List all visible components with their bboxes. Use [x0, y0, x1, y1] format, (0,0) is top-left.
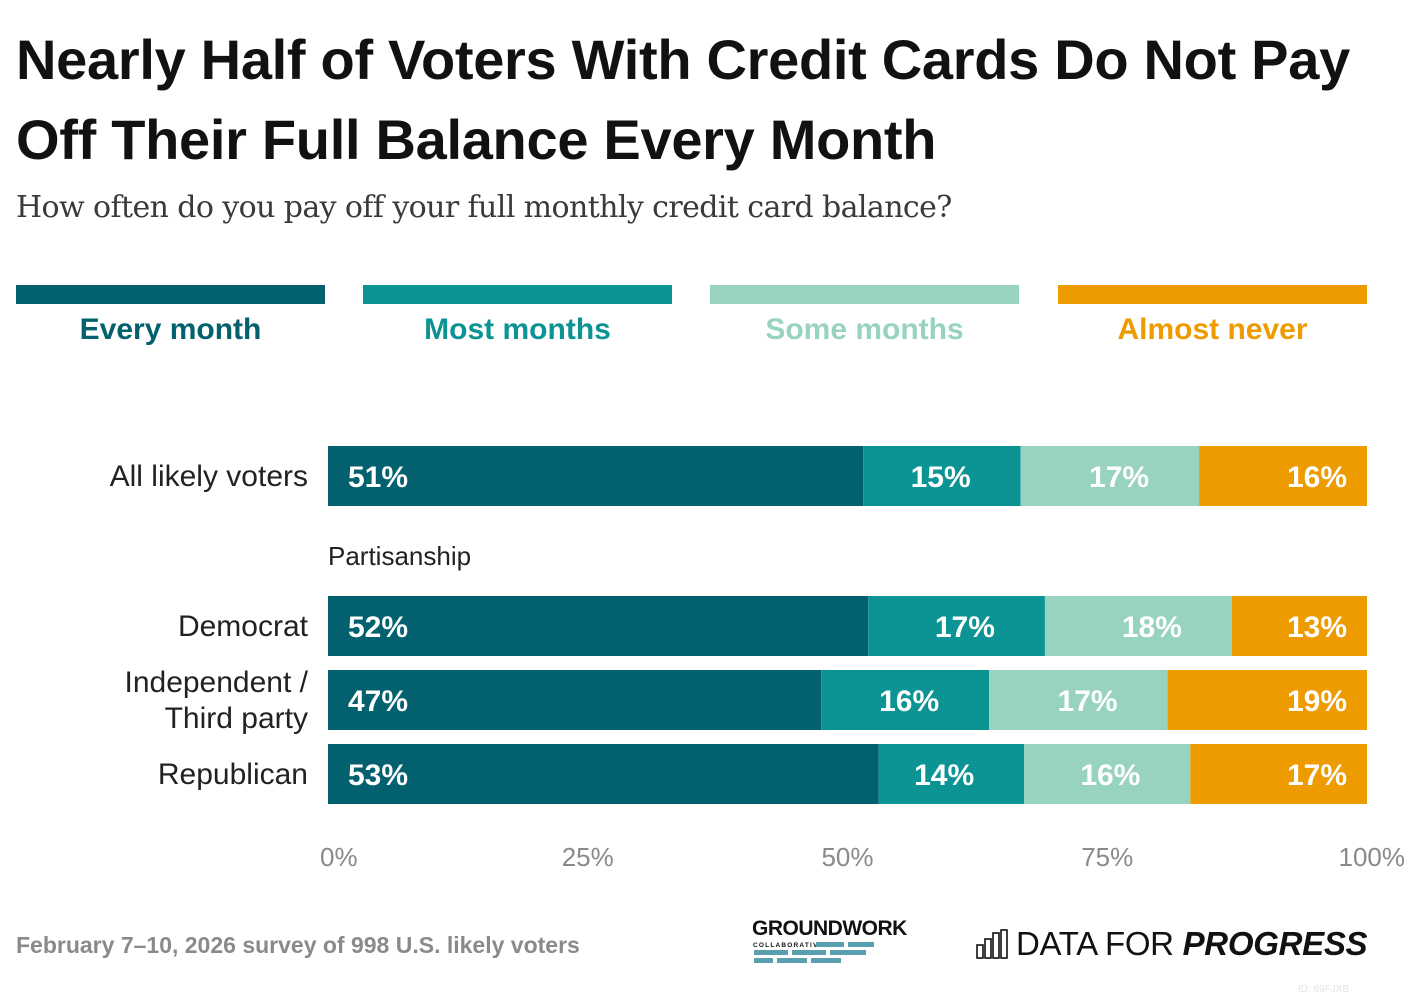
category-label-democrat: Democrat — [178, 610, 309, 643]
data-label-republican-some-months: 16% — [1080, 759, 1140, 792]
bar-segment-independent-third-party-every-month — [328, 670, 822, 730]
legend-item-almost-never: Almost never — [1058, 285, 1367, 347]
bar-segment-democrat-almost-never — [1231, 596, 1367, 656]
category-label-independent-third-party: Independent / Third party — [124, 666, 308, 735]
data-label-all-likely-voters-some-months: 17% — [1089, 461, 1149, 494]
x-tick-label: 50% — [821, 842, 873, 872]
category-label-all-likely-voters: All likely voters — [110, 460, 308, 493]
bar-segment-republican-some-months — [1024, 744, 1191, 804]
group-label-partisanship: Partisanship — [328, 541, 471, 571]
legend-item-every-month: Every month — [16, 285, 325, 347]
data-label-republican-almost-never: 17% — [1287, 759, 1347, 792]
data-label-all-likely-voters-every-month: 51% — [348, 461, 408, 494]
legend-swatch-most-months — [363, 285, 672, 304]
legend-swatch-almost-never — [1058, 285, 1367, 304]
data-label-democrat-most-months: 17% — [935, 611, 995, 644]
legend-label-most-months: Most months — [424, 313, 611, 346]
x-tick-label: 100% — [1339, 842, 1406, 872]
x-tick-label: 25% — [562, 842, 614, 872]
groundwork-logo: GROUNDWORK COLLABORATIVE — [752, 918, 927, 968]
bar-chart-logo-icon — [976, 929, 1008, 959]
chart-subtitle: How often do you pay off your full month… — [16, 190, 952, 225]
survey-note: February 7–10, 2026 survey of 998 U.S. l… — [16, 932, 580, 958]
bar-segment-independent-third-party-some-months — [989, 670, 1168, 730]
legend-item-most-months: Most months — [363, 285, 672, 347]
data-label-democrat-every-month: 52% — [348, 611, 408, 644]
data-label-republican-every-month: 53% — [348, 759, 408, 792]
legend-label-some-months: Some months — [765, 313, 964, 346]
bar-segment-democrat-most-months — [868, 596, 1045, 656]
bar-segment-republican-almost-never — [1190, 744, 1367, 804]
legend-item-some-months: Some months — [710, 285, 1019, 347]
legend-swatch-some-months — [710, 285, 1019, 304]
bar-segment-republican-every-month — [328, 744, 879, 804]
dfp-bold: PROGRESS — [1182, 925, 1368, 962]
bar-segment-democrat-every-month — [328, 596, 869, 656]
bar-segment-all-likely-voters-almost-never — [1199, 446, 1367, 506]
data-label-all-likely-voters-almost-never: 16% — [1287, 461, 1347, 494]
data-label-independent-third-party-almost-never: 19% — [1287, 685, 1347, 718]
data-label-independent-third-party-most-months: 16% — [879, 685, 939, 718]
groundwork-logo-text: GROUNDWORK — [752, 917, 907, 940]
chart-title: Nearly Half of Voters With Credit Cards … — [16, 28, 1350, 171]
data-label-democrat-almost-never: 13% — [1287, 611, 1347, 644]
groundwork-logo-sub: COLLABORATIVE — [753, 942, 824, 949]
legend-label-almost-never: Almost never — [1117, 313, 1308, 346]
data-label-independent-third-party-every-month: 47% — [348, 685, 408, 718]
chart-id-tag: ID: 69FJXB — [1298, 984, 1350, 995]
data-label-democrat-some-months: 18% — [1122, 611, 1182, 644]
groundwork-brick-icon: COLLABORATIVE — [753, 942, 874, 963]
bar-segment-democrat-some-months — [1044, 596, 1232, 656]
data-for-progress-logo: DATA FOR PROGRESS — [976, 924, 1368, 964]
legend: Every month Most months Some months Almo… — [16, 285, 1367, 355]
bar-segment-all-likely-voters-some-months — [1020, 446, 1200, 506]
bar-segment-republican-most-months — [878, 744, 1025, 804]
legend-swatch-every-month — [16, 285, 325, 304]
bar-segment-independent-third-party-most-months — [821, 670, 990, 730]
bar-segment-all-likely-voters-every-month — [328, 446, 864, 506]
legend-label-every-month: Every month — [79, 313, 262, 346]
category-label-republican: Republican — [158, 758, 308, 791]
bar-segment-independent-third-party-almost-never — [1167, 670, 1367, 730]
x-tick-label: 75% — [1081, 842, 1133, 872]
data-label-republican-most-months: 14% — [914, 759, 974, 792]
data-label-all-likely-voters-most-months: 15% — [911, 461, 971, 494]
bar-segment-all-likely-voters-most-months — [863, 446, 1021, 506]
data-for-progress-text: DATA FOR PROGRESS — [1016, 925, 1368, 963]
data-label-independent-third-party-some-months: 17% — [1058, 685, 1118, 718]
x-tick-label: 0% — [320, 842, 358, 872]
dfp-prefix: DATA FOR — [1016, 925, 1183, 962]
stacked-bar-chart: All likely voters 51% 15% 17% 16% Partisanshi… — [110, 446, 1406, 872]
